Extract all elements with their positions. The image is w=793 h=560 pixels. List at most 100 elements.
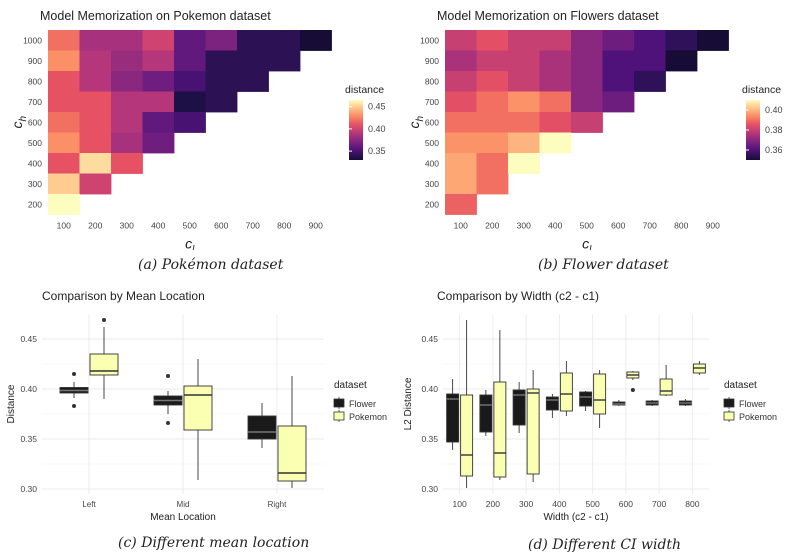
flowers-heatmap-cell-900-1000 xyxy=(697,30,729,51)
flowers-heatmap-cell-200-600 xyxy=(476,112,509,133)
pokemon-heatmap-x-tick-300: 300 xyxy=(120,221,134,231)
flowers-heatmap-legend-title: distance xyxy=(742,84,781,96)
flowers-heatmap-cell-300-500 xyxy=(508,132,540,154)
ci-width-y-tick: 0.35 xyxy=(421,434,438,444)
pokemon-heatmap-x-tick-600: 600 xyxy=(214,221,228,231)
flowers-heatmap-xlabel: cl xyxy=(582,236,592,251)
chart-a-container: Model Memorization on Pokemon dataset 100… xyxy=(0,0,396,256)
pokemon-heatmap-cell-400-700 xyxy=(142,91,175,113)
flowers-heatmap-cell-400-700 xyxy=(539,91,572,113)
pokemon-heatmap-x-tick-400: 400 xyxy=(151,221,165,231)
flowers-heatmap-cell-400-600 xyxy=(539,112,572,133)
flowers-heatmap-x-tick-600: 600 xyxy=(611,221,625,231)
flowers-heatmap-legend-colorbar xyxy=(746,100,760,160)
flowers-heatmap-cell-100-300 xyxy=(445,173,477,195)
pokemon-heatmap-cell-400-900 xyxy=(142,50,175,72)
flowers-heatmap-x-tick-400: 400 xyxy=(548,221,562,231)
mean-location-pokemon-left-outlier xyxy=(102,318,106,322)
pokemon-heatmap-cell-200-800 xyxy=(79,71,112,92)
flowers-heatmap-cell-300-900 xyxy=(508,50,540,72)
pokemon-heatmap-cell-600-700 xyxy=(205,91,238,113)
flowers-heatmap-cell-200-700 xyxy=(476,91,509,113)
caption-c-label: (c) xyxy=(118,535,137,551)
mean-location-x-tick-Right: Right xyxy=(268,500,287,509)
flowers-heatmap-cell-700-800 xyxy=(634,71,666,92)
flowers-heatmap-cell-300-400 xyxy=(508,153,540,174)
pokemon-heatmap-cell-700-800 xyxy=(237,71,269,92)
flowers-heatmap-cell-200-800 xyxy=(476,71,509,92)
ci-width-flower-100-box xyxy=(446,393,460,443)
mean-location-ylabel: Distance xyxy=(6,384,17,423)
flowers-heatmap-y-tick-700: 700 xyxy=(425,97,439,107)
pokemon-heatmap-cell-300-600 xyxy=(111,112,143,133)
pokemon-heatmap-x-tick-500: 500 xyxy=(183,221,197,231)
mean-location-legend-key-flower xyxy=(333,398,345,408)
flowers-heatmap-cell-600-900 xyxy=(602,50,635,72)
mean-location-legend-key-pokemon xyxy=(333,411,345,421)
mean-location-flower-right-box xyxy=(247,415,277,440)
pokemon-heatmap-x-tick-900: 900 xyxy=(309,221,323,231)
mean-location-flower-left-outlier xyxy=(72,372,76,376)
ci-width-ylabel: L2 Distance xyxy=(403,377,414,430)
pokemon-heatmap-cell-100-600 xyxy=(48,112,80,133)
flowers-heatmap-cell-800-1000 xyxy=(665,30,698,51)
flowers-heatmap: Model Memorization on Flowers dataset 100… xyxy=(406,9,783,256)
mean-location-pokemon-right-box xyxy=(277,425,307,482)
chart-d-container: Comparison by Width (c2 - c1) 0.30 0.35 0.4… xyxy=(397,280,793,535)
flowers-heatmap-cell-400-1000 xyxy=(539,30,572,51)
flowers-heatmap-cell-100-800 xyxy=(445,71,477,92)
pokemon-heatmap-cell-200-1000 xyxy=(79,30,112,51)
pokemon-heatmap-cell-100-300 xyxy=(48,173,80,195)
pokemon-heatmap-cell-500-600 xyxy=(174,112,206,133)
mean-location-y-tick: 0.35 xyxy=(20,434,37,444)
ci-width-x-tick-400: 400 xyxy=(552,499,566,509)
flowers-heatmap-cell-800-900 xyxy=(665,50,698,72)
pokemon-heatmap-cell-100-500 xyxy=(48,132,80,154)
mean-location-xlabel: Mean Location xyxy=(150,512,216,523)
mean-location-legend-label-flower: Flower xyxy=(349,399,376,409)
caption-b: (b) Flower dataset xyxy=(538,257,669,273)
caption-d: (d) Different CI width xyxy=(528,537,681,553)
flowers-heatmap-x-tick-300: 300 xyxy=(517,221,531,231)
pokemon-heatmap-cell-600-800 xyxy=(205,71,238,92)
flowers-heatmap-x-tick-100: 100 xyxy=(454,221,468,231)
pokemon-heatmap-xlabel: cl xyxy=(185,236,195,251)
flowers-heatmap-cell-100-200 xyxy=(445,194,477,215)
mean-location-flower-mid-outlier xyxy=(166,374,170,378)
pokemon-heatmap-legend-title: distance xyxy=(345,84,384,96)
ci-width-legend-label-pokemon: Pokemon xyxy=(739,412,777,422)
pokemon-heatmap-legend-tick: 0.45 xyxy=(368,102,386,112)
flowers-heatmap-cell-100-500 xyxy=(445,132,477,154)
ci-width-title: Comparison by Width (c2 - c1) xyxy=(437,289,599,303)
pokemon-heatmap-cell-200-500 xyxy=(79,132,112,154)
pokemon-heatmap-x-tick-100: 100 xyxy=(57,221,71,231)
mean-location-x-tick-Left: Left xyxy=(82,500,96,509)
flowers-heatmap-cell-100-700 xyxy=(445,91,477,113)
pokemon-heatmap-cell-900-1000 xyxy=(300,30,332,51)
pokemon-heatmap-cell-100-800 xyxy=(48,71,80,92)
pokemon-heatmap-cell-600-1000 xyxy=(205,30,238,51)
flowers-heatmap-y-tick-800: 800 xyxy=(425,76,439,86)
flowers-heatmap-y-tick-1000: 1000 xyxy=(420,35,439,45)
pokemon-heatmap-y-tick-500: 500 xyxy=(28,138,42,148)
flowers-heatmap-cell-400-900 xyxy=(539,50,572,72)
pokemon-heatmap-ylabel: ch xyxy=(9,116,29,129)
caption-c-text: Different mean location xyxy=(141,535,310,551)
pokemon-heatmap-cell-600-900 xyxy=(205,50,238,72)
mean-location-y-tick: 0.30 xyxy=(20,484,37,494)
pokemon-heatmap-cell-300-800 xyxy=(111,71,143,92)
flowers-heatmap-x-tick-700: 700 xyxy=(643,221,657,231)
caption-a-label: (a) xyxy=(138,257,158,273)
pokemon-heatmap-cell-400-1000 xyxy=(142,30,175,51)
flowers-heatmap-cell-200-400 xyxy=(476,153,509,174)
flowers-heatmap-cell-100-1000 xyxy=(445,30,477,51)
flowers-heatmap-cell-600-700 xyxy=(602,91,635,113)
pokemon-heatmap-cell-300-500 xyxy=(111,132,143,154)
mean-location-pokemon-left-box xyxy=(89,353,119,376)
pokemon-heatmap-x-tick-800: 800 xyxy=(277,221,291,231)
mean-location-legend-title: dataset xyxy=(334,380,367,391)
pokemon-heatmap-cell-400-800 xyxy=(142,71,175,92)
pokemon-heatmap-cell-300-400 xyxy=(111,153,143,174)
flowers-heatmap-y-tick-900: 900 xyxy=(425,56,439,66)
caption-b-text: Flower dataset xyxy=(562,257,669,273)
